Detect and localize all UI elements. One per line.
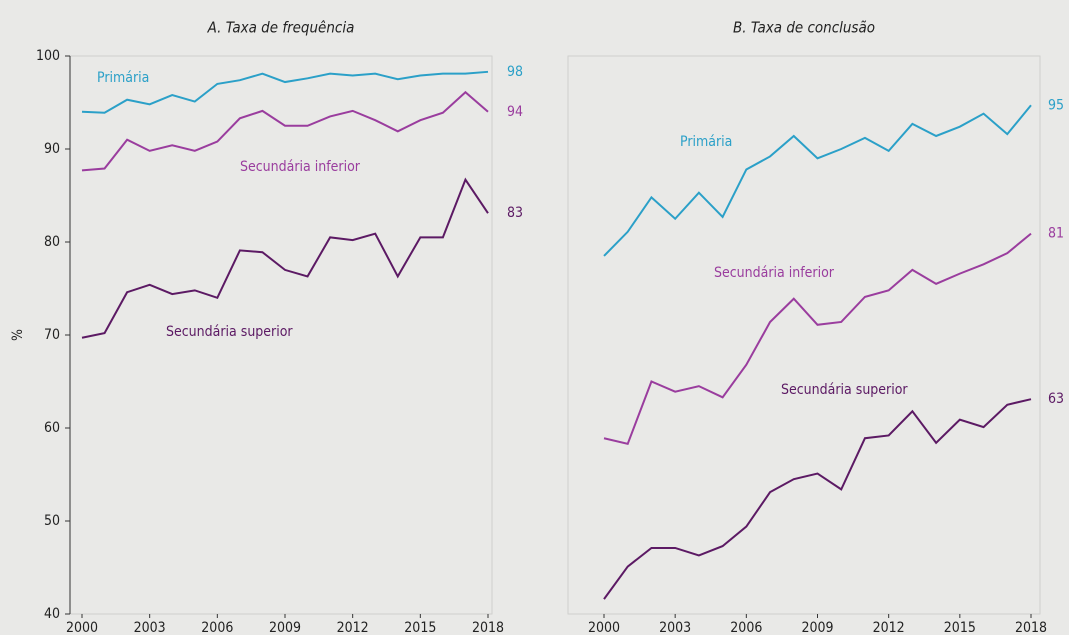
end-label: 98 [507,64,523,80]
y-tick-label: 60 [44,420,60,436]
chart-title: B. Taxa de conclusão [733,19,875,37]
x-tick-label: 2006 [730,620,762,635]
end-label: 63 [1048,391,1064,407]
y-tick-label: 80 [44,234,60,250]
end-label: 81 [1048,226,1064,242]
x-tick-label: 2015 [404,620,436,635]
x-tick-label: 2018 [472,620,504,635]
series-label: Secundária inferior [240,159,361,175]
end-label: 94 [507,104,523,120]
end-label: 83 [507,205,523,221]
series-line [603,232,1032,445]
y-tick-label: 100 [36,48,60,64]
series-line [603,398,1032,600]
series-label: Primária [97,70,149,86]
x-tick-label: 2009 [269,620,301,635]
x-tick-label: 2009 [801,620,833,635]
x-tick-label: 2003 [134,620,166,635]
chart-title: A. Taxa de frequência [207,19,355,37]
series-line [81,70,489,114]
series-line [603,104,1032,257]
y-tick-label: 50 [44,513,60,529]
series-line [81,90,489,172]
series-label: Primária [680,134,732,150]
y-tick-label: 90 [44,141,60,157]
x-tick-label: 2018 [1015,620,1047,635]
x-tick-label: 2003 [659,620,691,635]
y-axis-label: % [10,329,26,341]
x-tick-label: 2000 [588,620,620,635]
series-label: Secundária inferior [714,265,835,281]
x-tick-label: 2012 [873,620,905,635]
x-tick-label: 2000 [66,620,98,635]
x-tick-label: 2012 [337,620,369,635]
y-tick-label: 40 [44,606,60,622]
end-label: 95 [1048,97,1064,113]
x-tick-label: 2015 [944,620,976,635]
x-tick-label: 2006 [201,620,233,635]
series-label: Secundária superior [781,382,908,398]
plot-frame [567,55,1041,615]
series-line [81,177,489,339]
series-label: Secundária superior [166,324,293,340]
y-tick-label: 70 [44,327,60,343]
